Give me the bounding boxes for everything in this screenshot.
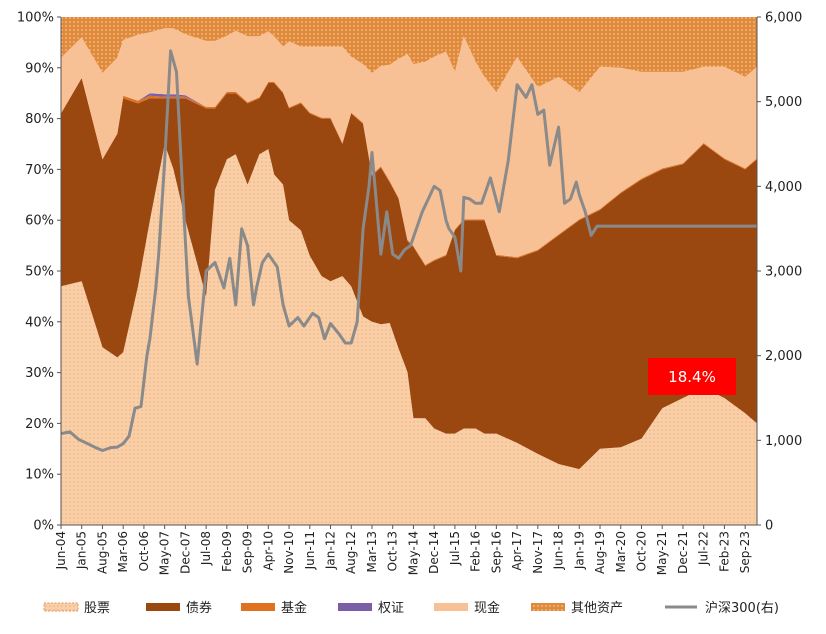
x-tick-label: Apr-10: [261, 531, 275, 571]
x-tick-label: Dec-21: [676, 531, 690, 574]
legend-swatch: [146, 603, 180, 611]
legend-swatch: [531, 603, 565, 611]
legend-item: 权证: [338, 600, 404, 616]
left-tick-label: 80%: [25, 112, 54, 127]
x-tick-label: Sep-16: [489, 531, 503, 573]
left-tick-label: 100%: [17, 11, 54, 26]
area-其他资产: [61, 17, 757, 93]
x-tick-label: Dec-07: [178, 531, 192, 574]
x-tick-label: Dec-14: [427, 531, 441, 574]
x-tick-label: Jun-18: [552, 531, 566, 570]
x-tick-label: Nov-17: [531, 531, 545, 574]
area-股票: [61, 144, 757, 525]
x-tick-label: Jul-08: [199, 531, 213, 566]
left-tick-label: 10%: [25, 468, 54, 483]
annotation-badge: 18.4%: [648, 358, 736, 395]
x-tick-label: May-21: [655, 531, 669, 575]
left-tick-label: 30%: [25, 366, 54, 381]
x-tick-label: Aug-05: [95, 531, 109, 574]
legend-swatch: [434, 603, 468, 611]
x-tick-label: Aug-12: [344, 531, 358, 574]
legend-label: 股票: [84, 601, 110, 616]
axes: 0% 10% 20% 30% 40% 50% 60% 70% 80% 90% 100% 0 1,000 2…: [17, 11, 802, 576]
legend-item: 其他资产: [531, 601, 623, 616]
x-tick-label: Aug-19: [593, 531, 607, 574]
x-tick-label: Sep-09: [241, 531, 255, 573]
line-hs300: [60, 49, 757, 452]
legend-label: 债券: [186, 600, 212, 616]
legend-swatch: [43, 602, 79, 612]
legend-item: 股票: [43, 601, 110, 616]
x-tick-label: Mar-13: [365, 531, 379, 572]
x-tick-label: Oct-20: [634, 531, 648, 571]
right-tick-label: 5,000: [765, 95, 802, 110]
right-tick-label: 6,000: [765, 11, 802, 26]
x-tick-label: Mar-20: [614, 531, 628, 572]
legend-label: 其他资产: [571, 601, 623, 616]
x-tick-label: Jun-11: [303, 531, 317, 570]
right-tick-label: 2,000: [765, 349, 802, 364]
right-tick-label: 0: [765, 519, 773, 534]
legend-label: 基金: [281, 600, 307, 616]
legend-label: 沪深300(右): [705, 600, 779, 616]
left-tick-label: 70%: [25, 163, 54, 178]
legend-swatch: [241, 603, 275, 611]
left-tick-label: 90%: [25, 61, 54, 76]
x-tick-label: Sep-23: [738, 531, 752, 573]
x-tick-label: Apr-17: [510, 531, 524, 571]
legend-label: 权证: [378, 600, 404, 616]
legend-swatch: [338, 603, 372, 611]
x-tick-label: Jun-04: [54, 531, 68, 570]
x-tick-label: May-14: [406, 531, 420, 575]
x-tick-label: Oct-13: [386, 531, 400, 571]
left-tick-label: 0%: [33, 519, 54, 534]
x-tick-label: May-07: [158, 531, 172, 575]
left-tick-label: 40%: [25, 315, 54, 330]
x-tick-label: Jan-19: [572, 531, 586, 570]
x-tick-label: Nov-10: [282, 531, 296, 574]
x-tick-label: Feb-09: [220, 531, 234, 572]
x-tick-label: Jan-12: [324, 531, 338, 570]
x-tick-label: Feb-16: [469, 531, 483, 572]
x-tick-label: Feb-23: [717, 531, 731, 572]
left-tick-label: 20%: [25, 417, 54, 432]
left-tick-label: 60%: [25, 214, 54, 229]
area-债券: [61, 78, 757, 470]
x-tick-label: Mar-06: [116, 531, 130, 572]
right-tick-label: 1,000: [765, 434, 802, 449]
legend-item: 债券: [146, 600, 212, 616]
right-tick-label: 4,000: [765, 180, 802, 195]
right-tick-label: 3,000: [765, 265, 802, 280]
legend-item: 现金: [434, 600, 500, 616]
x-tick-label: Jul-22: [697, 531, 711, 566]
left-tick-label: 50%: [25, 265, 54, 280]
plot-area: 18.4%: [60, 17, 757, 525]
x-tick-label: Oct-06: [137, 531, 151, 571]
legend: 股票 债券 基金 权证 现金 其他资产 沪深300(右): [43, 600, 779, 616]
annotation-text: 18.4%: [668, 368, 716, 386]
legend-label: 现金: [474, 600, 500, 616]
legend-item: 基金: [241, 600, 307, 616]
x-tick-label: Jan-05: [75, 531, 89, 570]
legend-item: 沪深300(右): [665, 600, 779, 616]
x-tick-label: Jul-15: [448, 531, 462, 566]
